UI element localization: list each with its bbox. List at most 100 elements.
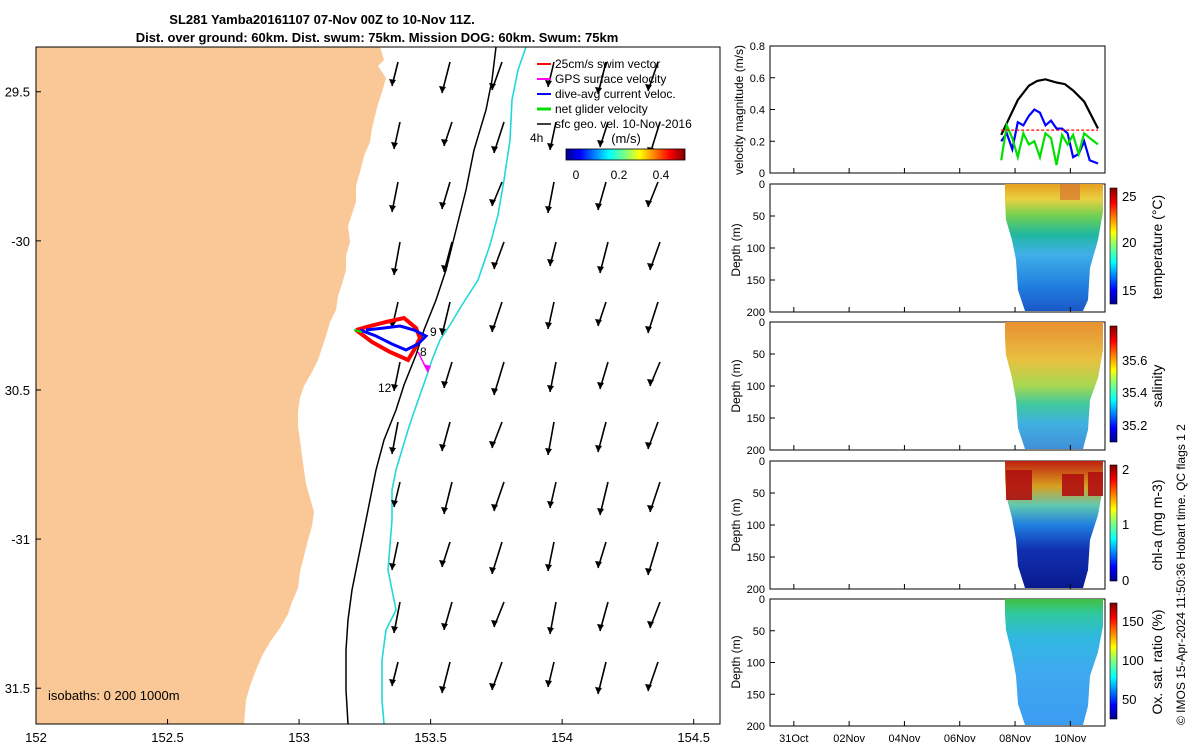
current-arrowhead bbox=[389, 563, 396, 570]
time-axis: 31Oct 02Nov 04Nov 06Nov 08Nov 10Nov bbox=[779, 168, 1087, 745]
map-xtick-label: 152 bbox=[25, 730, 47, 745]
salinity-cb-tick-2: 35.2 bbox=[1122, 418, 1147, 433]
current-arrowhead bbox=[597, 508, 604, 515]
velocity-axes: 0 0.2 0.4 0.6 0.8 bbox=[750, 41, 775, 180]
depth-ytick-label: 150 bbox=[747, 689, 765, 701]
temperature-cb-tick-1: 20 bbox=[1122, 235, 1136, 250]
salinity-cb-tick-0: 35.6 bbox=[1122, 353, 1147, 368]
current-arrowhead bbox=[491, 262, 498, 269]
depth-ytick-label: 50 bbox=[753, 211, 765, 223]
velocity-ytick-label: 0.6 bbox=[750, 73, 765, 85]
depth-ytick-label: 100 bbox=[747, 243, 765, 255]
chla-panel: Depth (m) 2 1 0 chl-a (mg m-3) bbox=[729, 460, 1165, 590]
current-arrowhead bbox=[595, 319, 602, 326]
legend-geo: sfc geo. vel. 10-Nov-2016 bbox=[555, 117, 692, 131]
current-arrowhead bbox=[595, 687, 602, 694]
current-arrowhead bbox=[441, 507, 448, 514]
current-arrowhead bbox=[545, 322, 552, 329]
depth-ytick-label: 0 bbox=[759, 317, 765, 329]
legend-dive: dive-avg current veloc. bbox=[555, 87, 676, 101]
temperature-panel: Depth (m) 25 20 15 temperature (°C) bbox=[729, 183, 1165, 313]
map-colorbar-label: (m/s) bbox=[611, 131, 641, 146]
depth-axes: 0501001502000501001502000501001502000501… bbox=[747, 179, 775, 733]
isobath-note: isobaths: 0 200 1000m bbox=[48, 688, 180, 703]
current-arrowhead bbox=[439, 686, 446, 693]
gps-surface-arrowhead bbox=[423, 364, 431, 372]
current-arrowhead bbox=[441, 139, 448, 146]
velocity-series-0 bbox=[1000, 78, 1099, 136]
current-arrowhead bbox=[439, 86, 446, 93]
time-tick-label: 04Nov bbox=[889, 733, 921, 745]
depth-ytick-label: 200 bbox=[747, 445, 765, 457]
current-arrowhead bbox=[441, 265, 448, 272]
map-axes: 152 152.5 153 153.5 154 154.5 29.5 -30 30.5 -31 31… bbox=[5, 85, 710, 745]
map-colorbar-bar bbox=[565, 148, 686, 161]
track-label-12: 12 bbox=[378, 381, 392, 395]
land bbox=[36, 47, 386, 724]
map-colorbar-tick-0: 0 bbox=[573, 168, 580, 182]
current-arrowhead bbox=[545, 206, 552, 213]
current-arrowhead bbox=[545, 564, 552, 571]
current-arrowhead bbox=[645, 442, 652, 449]
current-arrowhead bbox=[547, 143, 554, 150]
map-xtick-label: 153 bbox=[288, 730, 310, 745]
chla-cb-tick-2: 0 bbox=[1122, 573, 1129, 588]
isobath-200m bbox=[345, 47, 497, 724]
depth-ytick-label: 150 bbox=[747, 413, 765, 425]
depth-ytick-label: 100 bbox=[747, 658, 765, 670]
swim-vector-track bbox=[354, 315, 423, 363]
current-arrowhead bbox=[545, 680, 552, 687]
chla-cb-tick-0: 2 bbox=[1122, 462, 1129, 477]
depth-ytick-label: 100 bbox=[747, 381, 765, 393]
time-tick-label: 06Nov bbox=[944, 733, 976, 745]
current-arrowhead bbox=[595, 445, 602, 452]
oxygen-ylabel: Depth (m) bbox=[729, 635, 743, 688]
current-arrowhead bbox=[389, 79, 396, 86]
salinity-section bbox=[1005, 322, 1103, 449]
current-arrowhead bbox=[547, 501, 554, 508]
current-arrowhead bbox=[595, 203, 602, 210]
current-arrowhead bbox=[391, 500, 398, 507]
current-arrowhead bbox=[491, 146, 498, 153]
oxygen-section bbox=[1005, 599, 1103, 725]
current-arrowhead bbox=[597, 624, 604, 631]
velocity-lines bbox=[1000, 78, 1099, 166]
current-arrowhead bbox=[645, 84, 652, 91]
time-tick-label: 31Oct bbox=[779, 733, 808, 745]
depth-ytick-label: 150 bbox=[747, 275, 765, 287]
oxygen-cb-tick-0: 150 bbox=[1122, 614, 1144, 629]
current-arrowhead bbox=[597, 140, 604, 147]
map-legend: 25cm/s swim vector GPS surface velocity … bbox=[537, 57, 692, 131]
map-ytick-label: 30.5 bbox=[5, 383, 30, 398]
map-ytick-label: -30 bbox=[11, 234, 30, 249]
salinity-cb-tick-1: 35.4 bbox=[1122, 385, 1147, 400]
current-arrowhead bbox=[545, 80, 552, 87]
legend-swim: 25cm/s swim vector bbox=[555, 57, 660, 71]
velocity-frame bbox=[769, 45, 1106, 174]
current-arrowhead bbox=[439, 444, 446, 451]
map-xtick-label: 152.5 bbox=[151, 730, 184, 745]
velocity-panel: 0 0.2 0.4 0.6 0.8 velocity magnitude (m/s) bbox=[732, 41, 1106, 180]
current-arrowhead bbox=[597, 266, 604, 273]
current-arrowhead bbox=[389, 205, 396, 212]
depth-ytick-label: 150 bbox=[747, 552, 765, 564]
current-arrowhead bbox=[545, 448, 552, 455]
depth-ytick-label: 200 bbox=[747, 584, 765, 596]
map-colorbar-tick-2: 0.4 bbox=[653, 168, 670, 182]
oxygen-cb-label: Ox. sat. ratio (%) bbox=[1149, 609, 1165, 714]
depth-ytick-label: 0 bbox=[759, 179, 765, 191]
velocity-ylabel: velocity magnitude (m/s) bbox=[732, 45, 746, 175]
current-arrowhead bbox=[391, 142, 398, 149]
credit: © IMOS 15-Apr-2024 11:50:36 Hobart time.… bbox=[1174, 424, 1188, 725]
oxygen-cb-tick-2: 50 bbox=[1122, 692, 1136, 707]
salinity-ylabel: Depth (m) bbox=[729, 359, 743, 412]
temperature-section bbox=[1005, 184, 1103, 311]
current-arrowhead bbox=[647, 263, 654, 270]
current-arrowhead bbox=[391, 268, 398, 275]
salinity-panel: Depth (m) 35.6 35.4 35.2 salinity bbox=[729, 321, 1165, 451]
current-arrowhead bbox=[489, 683, 496, 690]
depth-ytick-label: 50 bbox=[753, 626, 765, 638]
depth-ytick-label: 50 bbox=[753, 488, 765, 500]
temperature-cb-tick-0: 25 bbox=[1122, 189, 1136, 204]
